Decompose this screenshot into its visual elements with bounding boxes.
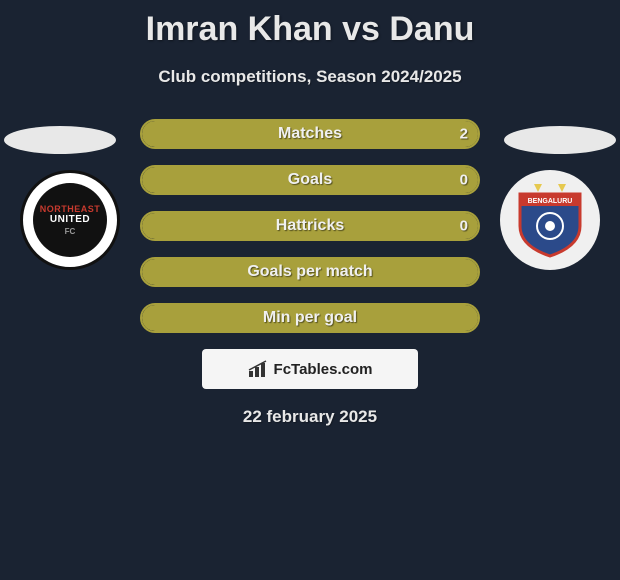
watermark[interactable]: FcTables.com [202,349,418,389]
stat-row-matches: Matches 2 [140,119,480,149]
stat-row-hattricks: Hattricks 0 [140,211,480,241]
svg-text:BENGALURU: BENGALURU [528,198,573,205]
stat-label: Min per goal [263,309,357,327]
stat-value: 2 [460,126,468,143]
stat-row-mpg: Min per goal [140,303,480,333]
date-label: 22 february 2025 [0,407,620,427]
bars-icon [248,360,270,378]
stat-label: Goals per match [247,263,372,281]
stat-row-gpm: Goals per match [140,257,480,287]
club-badge-right: BENGALURU [500,170,600,270]
stat-value: 0 [460,218,468,235]
subtitle: Club competitions, Season 2024/2025 [0,67,620,87]
club-badge-left: NORTHEAST UNITED FC [20,170,120,270]
player-ellipse-left [4,126,116,154]
badge-left-mid: UNITED [50,214,90,225]
stat-label: Matches [278,125,342,143]
watermark-text: FcTables.com [274,361,373,378]
player-ellipse-right [504,126,616,154]
badge-left-fc: FC [65,227,76,236]
badge-left-top: NORTHEAST [40,204,101,214]
stat-label: Goals [288,171,332,189]
stat-value: 0 [460,172,468,189]
page-title: Imran Khan vs Danu [0,0,620,49]
stat-label: Hattricks [276,217,344,235]
stat-row-goals: Goals 0 [140,165,480,195]
shield-icon: BENGALURU [514,182,586,258]
